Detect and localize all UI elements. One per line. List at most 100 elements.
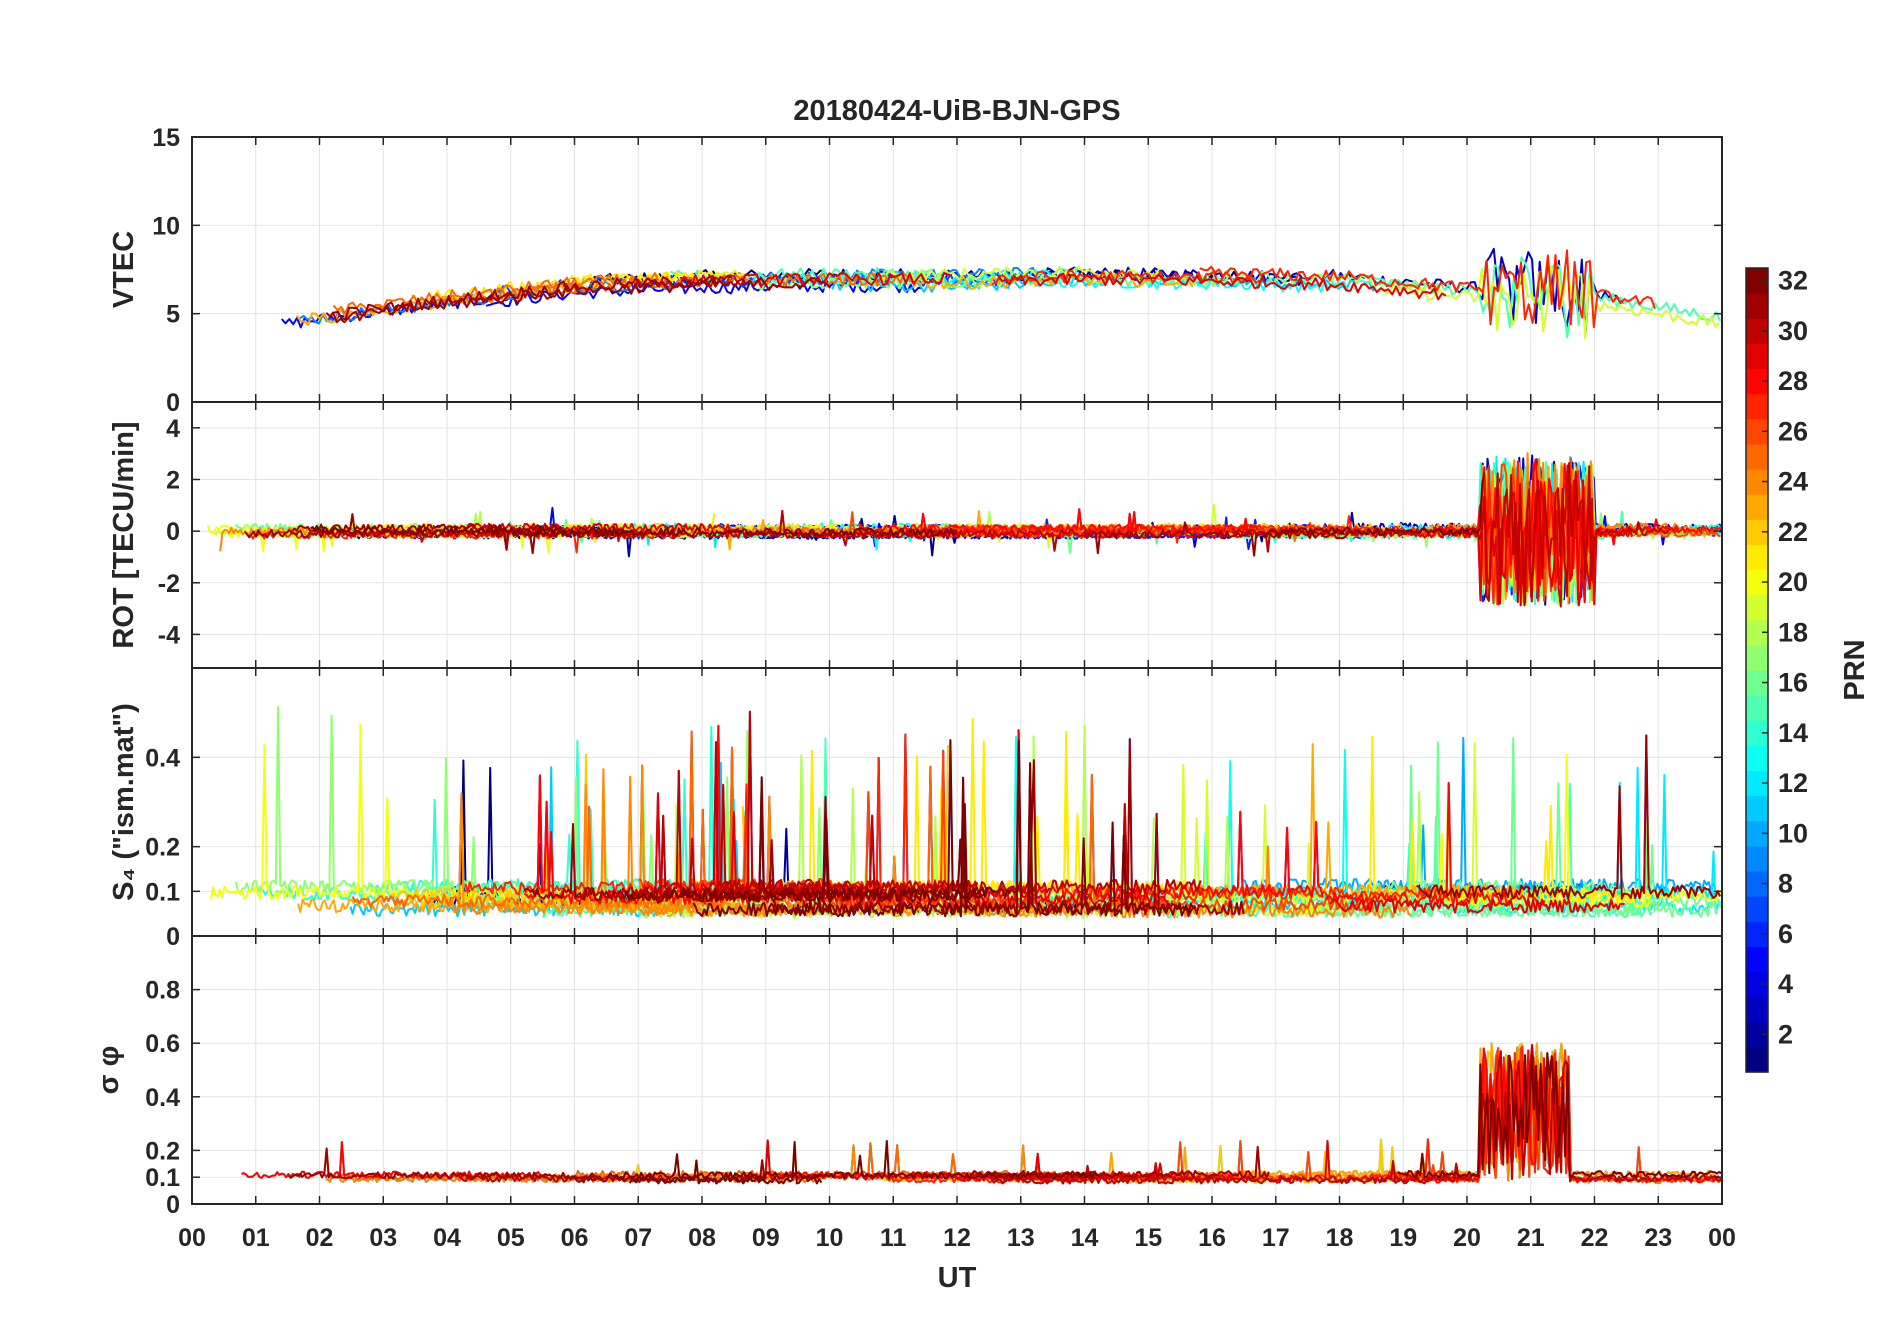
series-prn-32	[692, 739, 1196, 918]
colorbar-swatch	[1746, 293, 1768, 319]
colorbar-tick-label: 16	[1778, 668, 1808, 698]
series-prn-29	[1329, 898, 1625, 914]
colorbar-swatch	[1746, 1046, 1768, 1073]
x-tick-label: 18	[1326, 1224, 1354, 1252]
colorbar-swatch	[1746, 921, 1768, 947]
series-prn-30	[708, 741, 979, 896]
x-tick-label: 20	[1453, 1224, 1481, 1252]
y-tick-label: 0.1	[145, 878, 180, 906]
colorbar-swatch	[1746, 720, 1768, 746]
y-tick-label: 10	[152, 212, 180, 240]
colorbar-swatch	[1746, 318, 1768, 344]
series-prn-31	[969, 1146, 1270, 1179]
series-prn-29	[961, 729, 1171, 906]
colorbar-swatch	[1746, 946, 1768, 973]
colorbar-swatch	[1746, 368, 1768, 395]
colorbar-swatch	[1746, 619, 1768, 646]
colorbar-swatch	[1746, 996, 1768, 1023]
y-tick-label: 0	[166, 389, 180, 417]
colorbar-tick-label: 10	[1778, 818, 1808, 848]
y-tick-label: 0.4	[145, 1084, 180, 1112]
colorbar-swatch	[1746, 469, 1768, 495]
x-tick-label: 08	[688, 1224, 716, 1252]
series-prn-27	[1199, 249, 1656, 329]
series-group-vtec	[280, 247, 1722, 340]
series-prn-29	[633, 271, 953, 289]
x-tick-label: 11	[880, 1224, 907, 1252]
colorbar-tick-label: 30	[1778, 316, 1808, 346]
series-prn-19	[1377, 266, 1720, 340]
series-prn-17	[1204, 269, 1439, 293]
y-axis-label-vtec: VTEC	[108, 231, 140, 308]
x-tick-label: 09	[752, 1224, 780, 1252]
chart-title: 20180424-UiB-BJN-GPS	[793, 95, 1120, 127]
x-tick-label: 19	[1389, 1224, 1417, 1252]
series-prn-28	[1325, 782, 1546, 907]
colorbar-tick-label: 18	[1778, 617, 1808, 647]
colorbar-swatch	[1746, 418, 1768, 445]
y-tick-label: 2	[166, 466, 180, 494]
x-tick-label: 22	[1581, 1224, 1609, 1252]
series-prn-23	[912, 273, 1194, 290]
y-tick-label: 0.2	[145, 834, 180, 862]
x-tick-label: 01	[242, 1224, 270, 1252]
x-tick-label: 12	[943, 1224, 971, 1252]
colorbar-tick-label: 22	[1778, 517, 1808, 547]
colorbar-swatch	[1746, 644, 1768, 671]
colorbar-swatch	[1746, 569, 1768, 596]
axes-frame-sigma	[191, 935, 1723, 1205]
colorbar-swatch	[1746, 770, 1768, 797]
colorbar-swatch	[1746, 443, 1768, 470]
x-tick-label: 06	[561, 1224, 589, 1252]
colorbar-swatch	[1746, 695, 1768, 721]
series-prn-31	[288, 1147, 602, 1180]
y-tick-label: 0	[166, 518, 180, 546]
colorbar-swatch	[1746, 845, 1768, 872]
series-prn-32	[1397, 1052, 1722, 1179]
y-tick-label: 0.2	[145, 1137, 180, 1165]
x-tick-label: 10	[816, 1224, 844, 1252]
y-tick-label: 0.1	[145, 1164, 180, 1192]
x-tick-label: 05	[497, 1224, 525, 1252]
x-tick-label: 13	[1007, 1224, 1035, 1252]
colorbar-tick-label: 8	[1778, 869, 1793, 899]
series-prn-32	[310, 525, 629, 536]
panel-vtec: 0 5 10 15 VTEC	[108, 124, 1723, 417]
y-tick-label: 15	[152, 124, 180, 152]
colorbar-swatch	[1746, 745, 1768, 772]
panel-sigma: 00.10.2 0.4 0.6 0.8 σ φ	[93, 935, 1723, 1219]
series-prn-17	[234, 706, 471, 895]
series-prn-31	[328, 277, 831, 324]
x-tick-label: 07	[624, 1224, 652, 1252]
x-axis-ticks: 00 01 02 03 04 05 06 07 08 09 10 11 12 13 14 15 16 17 18 19…	[178, 1224, 1736, 1252]
series-prn-31	[1416, 734, 1721, 900]
x-tick-label: 00	[178, 1224, 206, 1252]
colorbar-tick-label: 32	[1778, 266, 1808, 296]
colorbar-swatch	[1746, 494, 1768, 520]
colorbar-label: PRN	[1839, 639, 1871, 700]
colorbar-swatch	[1746, 268, 1768, 294]
colorbar-tick-label: 12	[1778, 768, 1808, 798]
series-prn-27	[991, 269, 1261, 285]
x-tick-label: 03	[369, 1224, 397, 1252]
colorbar-swatch	[1746, 871, 1768, 897]
series-prn-32	[607, 1140, 1100, 1180]
series-group-s4	[210, 706, 1722, 919]
series-prn-28	[857, 508, 1259, 538]
y-axis-label-sigma: σ φ	[93, 1046, 125, 1095]
y-tick-label: 0.6	[145, 1030, 180, 1058]
y-tick-label: 0.8	[145, 977, 180, 1005]
y-tick-label: 0.4	[145, 744, 180, 772]
y-tick-label: 0	[166, 1191, 180, 1219]
series-prn-32	[680, 776, 1020, 902]
x-tick-label: 17	[1262, 1224, 1290, 1252]
x-tick-label: 15	[1134, 1224, 1162, 1252]
series-prn-32	[628, 1141, 823, 1185]
colorbar-tick-label: 2	[1778, 1019, 1793, 1049]
colorbar-tick-label: 24	[1778, 467, 1808, 497]
y-tick-label: -2	[158, 570, 180, 598]
colorbar-swatch	[1746, 343, 1768, 370]
series-group-rot	[206, 452, 1722, 608]
y-tick-label: 4	[166, 415, 180, 443]
